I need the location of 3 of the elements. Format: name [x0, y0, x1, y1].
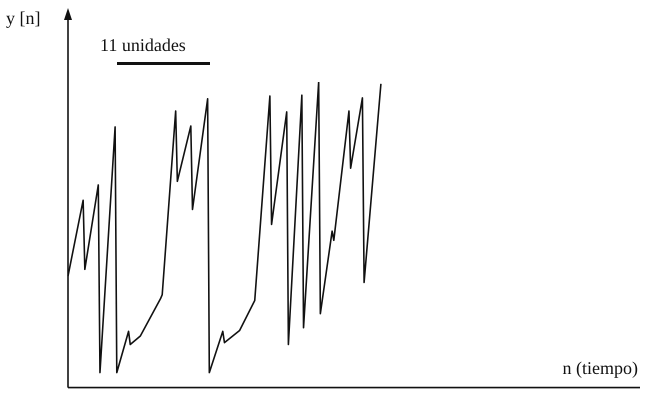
- text: 11 unidades: [100, 35, 186, 56]
- y-axis-title: y [n]: [6, 8, 40, 29]
- x-axis-title: n (tiempo): [562, 358, 638, 379]
